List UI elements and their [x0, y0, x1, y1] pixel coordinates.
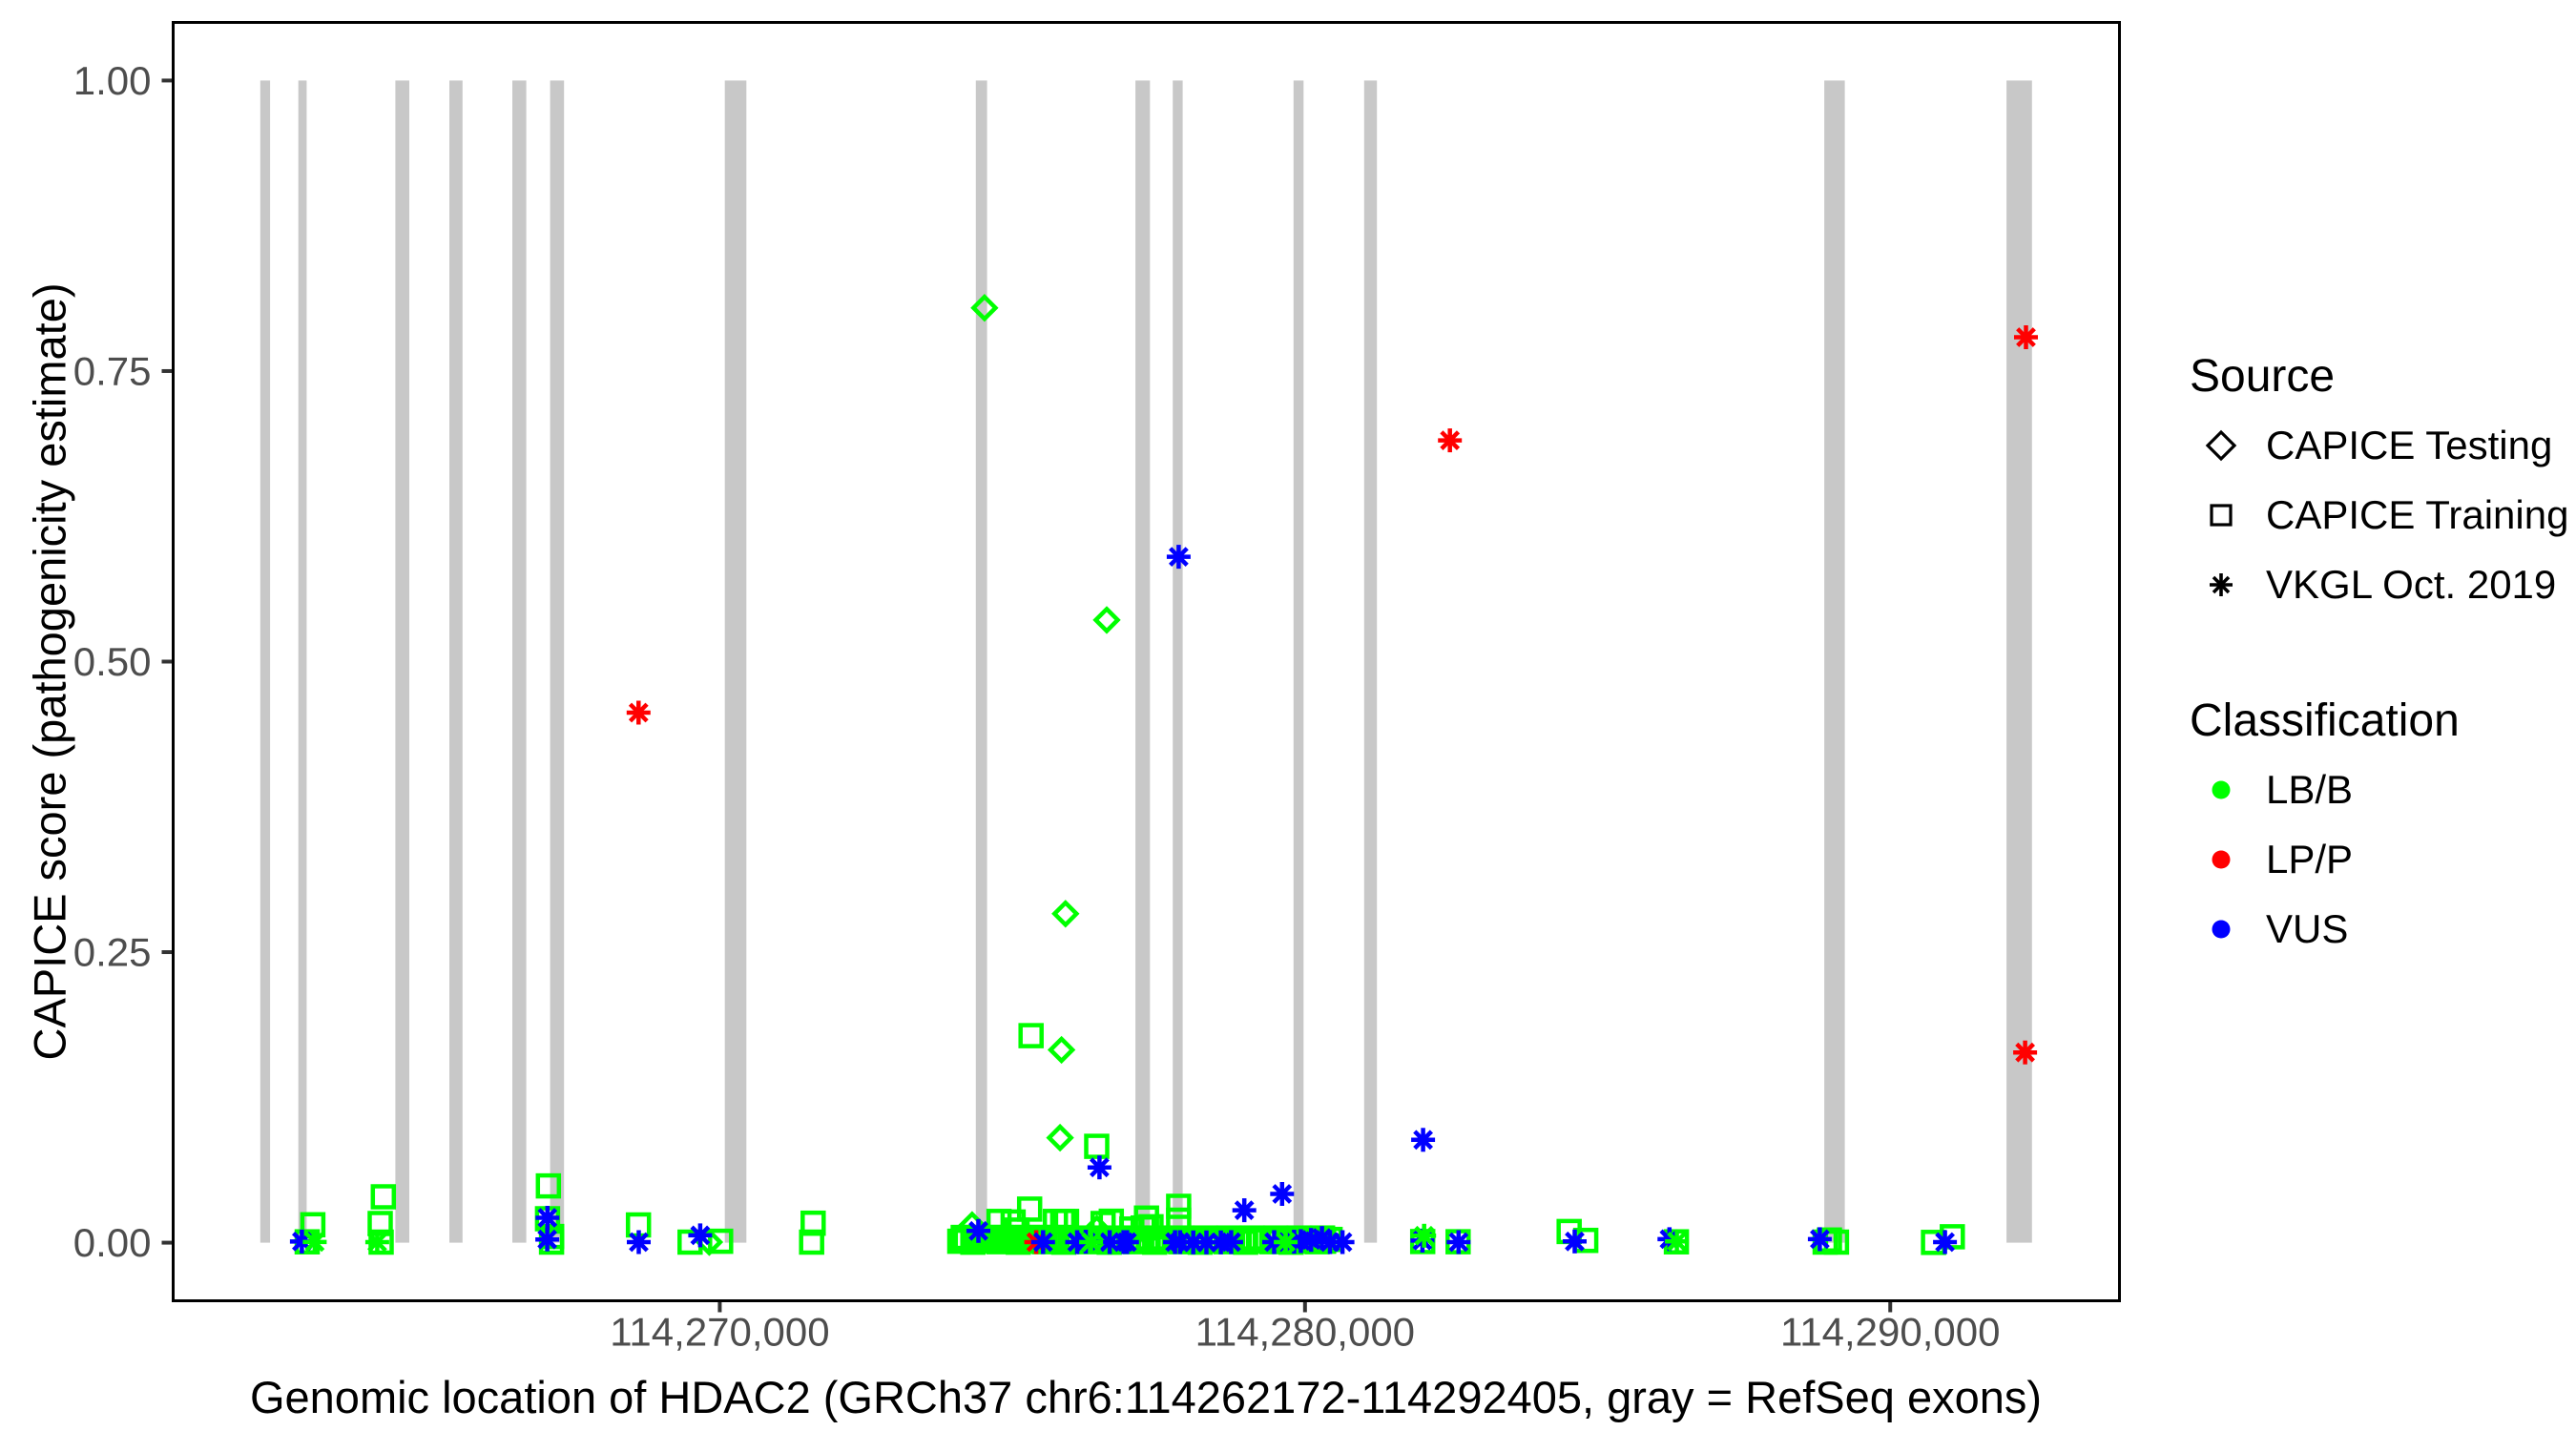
diamond-key-icon — [2193, 418, 2249, 473]
legend-item-label: CAPICE Testing — [2266, 422, 2553, 467]
data-point — [1310, 1226, 1335, 1251]
legend-item-capice-testing: CAPICE Testing — [2183, 410, 2568, 480]
y-tick-label: 0.00 — [73, 1220, 152, 1265]
data-point — [1018, 1023, 1044, 1048]
exon-bar — [975, 80, 987, 1243]
x-tick-label: 114,280,000 — [1195, 1310, 1415, 1355]
data-point — [1823, 1229, 1850, 1255]
exon-bar — [2006, 80, 2032, 1243]
data-point — [1239, 1225, 1265, 1251]
legend-item-lbb: LB/B — [2183, 755, 2460, 824]
data-point — [1270, 1182, 1295, 1206]
exon-bar — [724, 80, 747, 1243]
legend-item-vkgl: VKGL Oct. 2019 — [2183, 550, 2568, 619]
x-axis-title: Genomic location of HDAC2 (GRCh37 chr6:1… — [249, 1372, 2043, 1422]
legend-item-vus: VUS — [2183, 894, 2460, 964]
data-point — [1084, 1133, 1110, 1159]
exon-bar — [395, 80, 409, 1243]
data-point — [1087, 1155, 1111, 1180]
data-point — [966, 1218, 990, 1243]
data-point — [1166, 1193, 1192, 1219]
legend-item-label: CAPICE Training — [2266, 491, 2569, 537]
x-tick-label: 114,270,000 — [610, 1310, 829, 1355]
data-point — [535, 1172, 562, 1199]
legend-source-title: Source — [2190, 351, 2336, 402]
legend-item-label: VKGL Oct. 2019 — [2266, 561, 2557, 607]
data-point — [1330, 1230, 1355, 1255]
y-tick-label: 0.50 — [73, 639, 152, 684]
data-point — [970, 294, 999, 322]
data-point — [364, 1230, 389, 1255]
exon-bar — [512, 80, 527, 1243]
data-point — [1438, 428, 1463, 453]
exon-bar — [1135, 80, 1151, 1243]
lbb-dot-icon — [2193, 762, 2249, 818]
data-point — [799, 1229, 824, 1255]
data-point — [1166, 545, 1191, 570]
data-point — [1218, 1230, 1243, 1255]
data-point — [627, 1230, 651, 1255]
data-point — [1114, 1230, 1139, 1255]
data-point — [1563, 1229, 1587, 1254]
exon-bar — [1824, 80, 1845, 1243]
data-point — [1002, 1224, 1028, 1251]
data-point — [1411, 1128, 1436, 1152]
square-key-icon — [2193, 487, 2249, 543]
data-point — [2013, 1040, 2038, 1065]
data-point — [370, 1184, 397, 1210]
data-point — [1079, 1230, 1104, 1255]
data-point — [1047, 1035, 1076, 1065]
vus-dot-icon — [2193, 902, 2249, 957]
data-point — [1092, 606, 1121, 634]
panel-border — [172, 21, 2121, 1302]
data-point — [535, 1227, 560, 1252]
data-point — [688, 1223, 713, 1248]
data-point — [538, 1229, 565, 1255]
exon-bar — [1293, 80, 1304, 1243]
exon-bar — [550, 80, 565, 1243]
legend-item-lpp: LP/P — [2183, 824, 2460, 894]
data-point — [367, 1211, 393, 1236]
y-tick-label: 0.75 — [73, 348, 152, 393]
lpp-dot-icon — [2193, 832, 2249, 887]
data-point — [302, 1230, 327, 1255]
legend-item-label: VUS — [2266, 905, 2349, 951]
data-point — [1030, 1230, 1055, 1255]
legend-item-capice-training: CAPICE Training — [2183, 480, 2568, 550]
data-point — [626, 700, 651, 725]
data-point — [535, 1206, 560, 1230]
data-point — [1412, 1223, 1437, 1248]
y-tick-label: 1.00 — [73, 58, 152, 103]
legend-item-label: LP/P — [2266, 836, 2354, 881]
y-axis-title: CAPICE score (pathogenicity estimate) — [24, 282, 75, 1061]
asterisk-key-icon — [2193, 557, 2249, 612]
legend-item-label: LB/B — [2266, 766, 2354, 812]
data-point — [1232, 1198, 1257, 1223]
data-point — [708, 1228, 734, 1255]
data-point — [1807, 1227, 1832, 1252]
data-point — [2014, 325, 2038, 349]
exon-bar — [449, 80, 463, 1243]
legend-classification-title: Classification — [2190, 695, 2460, 746]
data-point — [988, 1224, 1015, 1251]
data-point — [1665, 1229, 1690, 1254]
exon-bar — [260, 80, 271, 1243]
x-tick-label: 114,290,000 — [1780, 1310, 2000, 1355]
data-point — [1274, 1230, 1298, 1255]
exon-bar — [298, 80, 307, 1243]
exon-bar — [1173, 80, 1183, 1243]
data-point — [1046, 1123, 1074, 1152]
y-tick-label: 0.25 — [73, 930, 152, 975]
data-point — [1051, 900, 1080, 928]
data-point — [1933, 1230, 1958, 1255]
data-point — [1446, 1230, 1471, 1255]
exon-bar — [1363, 80, 1378, 1243]
legend-classification: Classification LB/B LP/P VUS — [2183, 695, 2460, 964]
legend-source: Source CAPICE Testing CAPICE Training VK… — [2183, 351, 2568, 619]
